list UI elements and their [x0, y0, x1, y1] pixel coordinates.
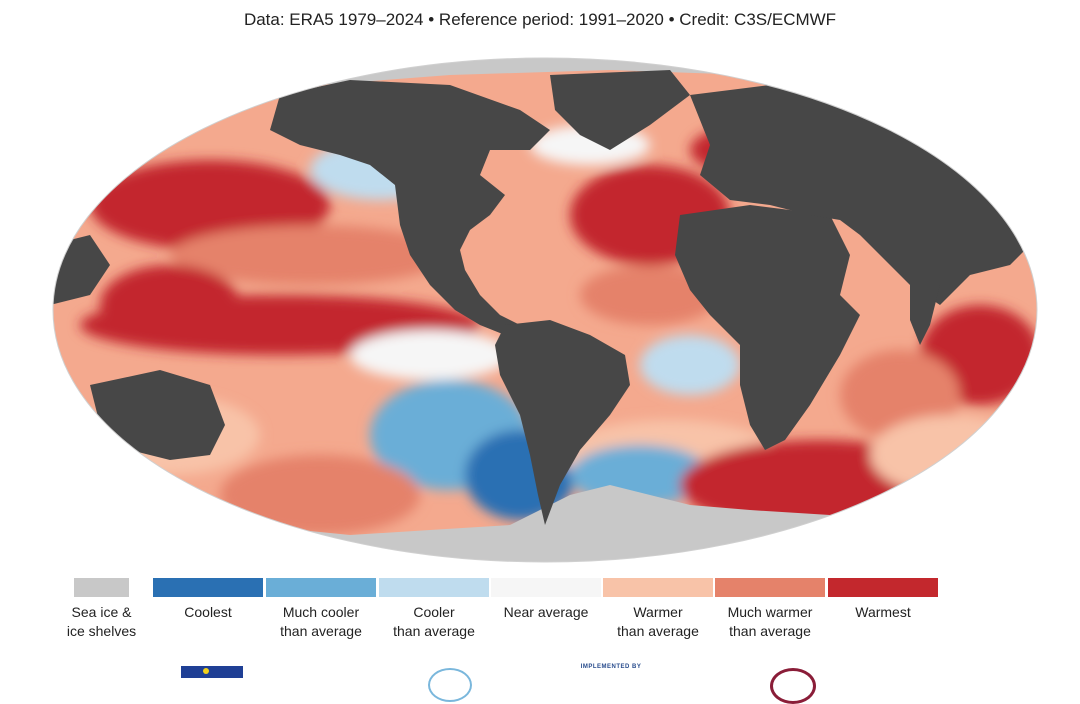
- eu-flag-logo: [181, 666, 243, 678]
- land-india: [910, 285, 940, 345]
- legend-item-coolest: Coolest: [153, 578, 263, 622]
- land-north-america: [270, 80, 550, 335]
- legend-label: Much warmer than average: [727, 604, 813, 639]
- legend-label: Sea ice & ice shelves: [66, 604, 137, 639]
- star-icon: [203, 668, 209, 674]
- ecmwf-logo: [770, 668, 816, 704]
- legend-item-much-cooler: Much cooler than average: [266, 578, 376, 641]
- legend-label: Near average: [503, 604, 589, 620]
- land-south-america: [495, 320, 630, 525]
- map-subtitle: Data: ERA5 1979–2024 • Reference period:…: [243, 10, 837, 29]
- legend-swatch: [828, 578, 938, 597]
- legend-swatch: [266, 578, 376, 597]
- legend-swatch: [74, 578, 129, 597]
- legend-swatch: [153, 578, 263, 597]
- legend-label: Cooler than average: [393, 604, 475, 639]
- legend-label: Coolest: [184, 604, 232, 620]
- legend-item-cooler: Cooler than average: [379, 578, 489, 641]
- sst-anomaly-map: [50, 55, 1040, 565]
- implemented-by-text: IMPLEMENTED BY: [580, 664, 642, 670]
- legend-item-much-warmer: Much warmer than average: [715, 578, 825, 641]
- legend-label: Warmest: [855, 604, 911, 620]
- land-australia: [90, 370, 225, 460]
- legend-item-sea-ice: Sea ice & ice shelves: [67, 578, 136, 641]
- footer-logos: IMPLEMENTED BY: [0, 660, 1080, 704]
- land-greenland: [550, 70, 690, 150]
- legend-item-warmer: Warmer than average: [603, 578, 713, 641]
- copernicus-logo: [428, 668, 472, 702]
- legend-item-near-average: Near average: [491, 578, 601, 622]
- legend-label: Much cooler than average: [280, 604, 362, 639]
- legend-swatch: [491, 578, 601, 597]
- legend-item-warmest: Warmest: [828, 578, 938, 622]
- land-africa: [675, 205, 860, 450]
- legend-label: Warmer than average: [617, 604, 699, 639]
- legend-swatch: [379, 578, 489, 597]
- legend-swatch: [715, 578, 825, 597]
- legend: Sea ice & ice shelves Coolest Much cooler…: [0, 578, 1080, 648]
- legend-swatch: [603, 578, 713, 597]
